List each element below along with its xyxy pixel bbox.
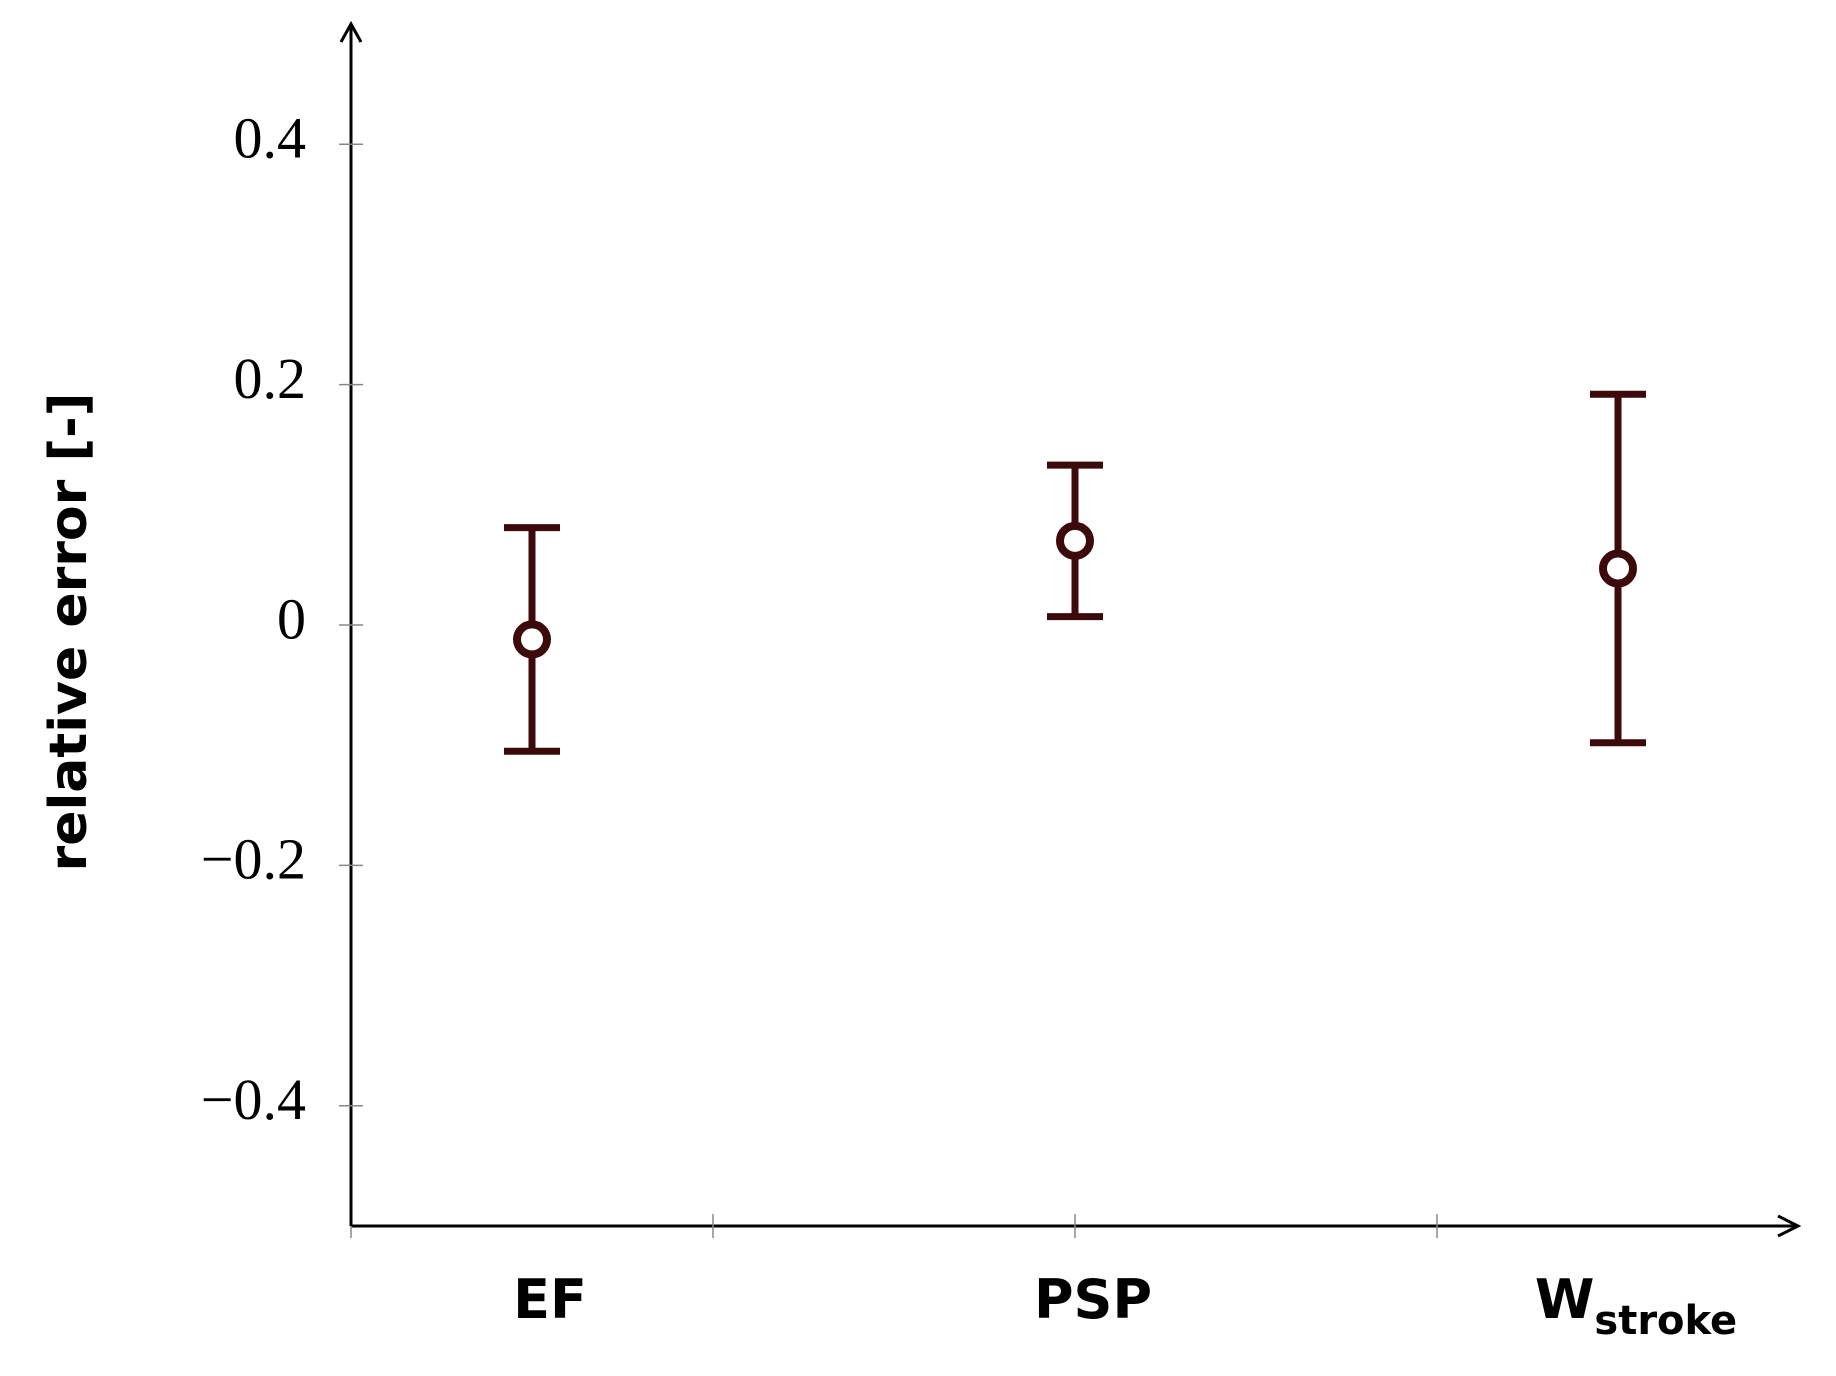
x-tick-label: EF bbox=[513, 1268, 587, 1331]
y-tick-label: 0.4 bbox=[234, 106, 307, 171]
x-tick-label: Wstroke bbox=[1535, 1268, 1737, 1344]
x-arrow bbox=[1777, 1214, 1802, 1238]
y-arrow bbox=[339, 20, 363, 43]
category-name: W bbox=[1535, 1268, 1595, 1331]
category-name: EF bbox=[513, 1268, 587, 1331]
point bbox=[1056, 521, 1094, 560]
y-tick-label: 0.2 bbox=[234, 346, 307, 411]
y-axis-label: relative error [-] bbox=[39, 393, 99, 872]
category-subscript: stroke bbox=[1594, 1298, 1737, 1344]
x-tick-label: PSP bbox=[1034, 1268, 1152, 1331]
y-tick-label: −0.4 bbox=[201, 1067, 306, 1132]
y-tick-label: −0.2 bbox=[201, 827, 306, 892]
category-name: PSP bbox=[1034, 1268, 1152, 1331]
point bbox=[513, 620, 551, 659]
point bbox=[1599, 549, 1637, 588]
y-tick-label: 0 bbox=[277, 586, 306, 651]
